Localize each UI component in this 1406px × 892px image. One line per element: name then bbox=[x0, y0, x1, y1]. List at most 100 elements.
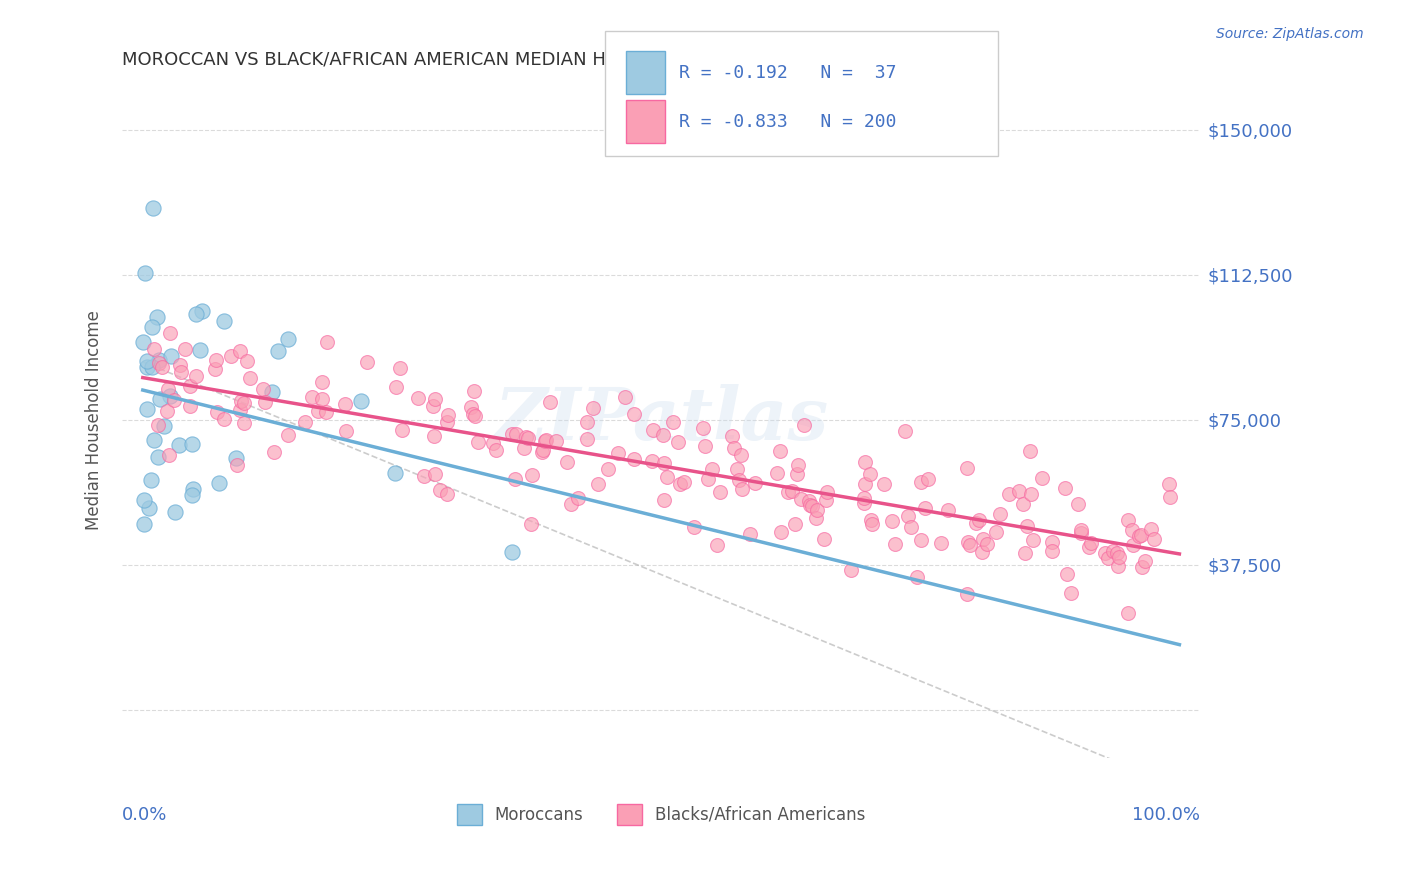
Blacks/African Americans bbox=[1107, 546, 1129, 560]
Blacks/African Americans bbox=[1021, 533, 1043, 548]
Blacks/African Americans bbox=[662, 415, 685, 429]
Blacks/African Americans bbox=[1116, 606, 1139, 620]
Blacks/African Americans bbox=[673, 475, 696, 489]
Blacks/African Americans bbox=[917, 472, 939, 486]
Moroccans bbox=[181, 437, 204, 451]
Blacks/African Americans bbox=[706, 538, 728, 552]
Text: R = -0.833   N = 200: R = -0.833 N = 200 bbox=[679, 113, 897, 131]
Blacks/African Americans bbox=[560, 497, 582, 511]
Blacks/African Americans bbox=[936, 503, 959, 517]
Blacks/African Americans bbox=[531, 443, 554, 458]
Legend: Moroccans, Blacks/African Americans: Moroccans, Blacks/African Americans bbox=[450, 797, 872, 831]
Blacks/African Americans bbox=[1097, 551, 1119, 566]
Moroccans bbox=[501, 545, 523, 559]
Y-axis label: Median Household Income: Median Household Income bbox=[86, 310, 103, 530]
Blacks/African Americans bbox=[423, 429, 446, 443]
Blacks/African Americans bbox=[813, 532, 835, 546]
Blacks/African Americans bbox=[232, 416, 254, 430]
Blacks/African Americans bbox=[179, 379, 201, 393]
Blacks/African Americans bbox=[170, 365, 193, 379]
Blacks/African Americans bbox=[651, 428, 673, 442]
Blacks/African Americans bbox=[156, 404, 179, 418]
Blacks/African Americans bbox=[956, 460, 979, 475]
Blacks/African Americans bbox=[384, 380, 406, 394]
Blacks/African Americans bbox=[655, 470, 678, 484]
Moroccans bbox=[139, 473, 162, 487]
Blacks/African Americans bbox=[576, 415, 599, 429]
Blacks/African Americans bbox=[179, 399, 201, 413]
Blacks/African Americans bbox=[1108, 550, 1130, 565]
Blacks/African Americans bbox=[156, 382, 179, 396]
Blacks/African Americans bbox=[692, 421, 714, 435]
Blacks/African Americans bbox=[204, 361, 226, 376]
Blacks/African Americans bbox=[294, 415, 316, 429]
Moroccans bbox=[146, 310, 169, 324]
Blacks/African Americans bbox=[254, 394, 277, 409]
Blacks/African Americans bbox=[682, 520, 704, 534]
Blacks/African Americans bbox=[709, 485, 731, 500]
Blacks/African Americans bbox=[1116, 513, 1139, 527]
Blacks/African Americans bbox=[233, 395, 256, 409]
Blacks/African Americans bbox=[1070, 526, 1092, 541]
Blacks/African Americans bbox=[900, 520, 922, 534]
Blacks/African Americans bbox=[412, 468, 434, 483]
Blacks/African Americans bbox=[1070, 523, 1092, 537]
Blacks/African Americans bbox=[967, 512, 990, 526]
Blacks/African Americans bbox=[335, 397, 357, 411]
Blacks/African Americans bbox=[623, 452, 645, 467]
Blacks/African Americans bbox=[1133, 554, 1156, 568]
Moroccans bbox=[188, 343, 211, 358]
Blacks/African Americans bbox=[959, 538, 981, 552]
Blacks/African Americans bbox=[575, 432, 598, 446]
Blacks/African Americans bbox=[464, 409, 486, 423]
Blacks/African Americans bbox=[1107, 559, 1129, 574]
Blacks/African Americans bbox=[884, 536, 907, 550]
Blacks/African Americans bbox=[429, 483, 451, 497]
Blacks/African Americans bbox=[956, 534, 979, 549]
Blacks/African Americans bbox=[163, 392, 186, 407]
Blacks/African Americans bbox=[721, 429, 744, 443]
Blacks/African Americans bbox=[1060, 586, 1083, 600]
Blacks/African Americans bbox=[1054, 481, 1077, 495]
Blacks/African Americans bbox=[1140, 522, 1163, 536]
Blacks/African Americans bbox=[1012, 497, 1035, 511]
Moroccans bbox=[141, 320, 163, 334]
Blacks/African Americans bbox=[623, 407, 645, 421]
Blacks/African Americans bbox=[725, 462, 748, 476]
Blacks/African Americans bbox=[229, 403, 252, 417]
Blacks/African Americans bbox=[799, 498, 821, 512]
Blacks/African Americans bbox=[513, 442, 536, 456]
Moroccans bbox=[160, 349, 183, 363]
Moroccans bbox=[163, 505, 186, 519]
Blacks/African Americans bbox=[766, 466, 789, 480]
Blacks/African Americans bbox=[422, 400, 444, 414]
Blacks/African Americans bbox=[315, 335, 337, 350]
Blacks/African Americans bbox=[1159, 490, 1181, 504]
Blacks/African Americans bbox=[723, 441, 745, 455]
Moroccans bbox=[149, 392, 172, 406]
Moroccans bbox=[135, 402, 157, 417]
Blacks/African Americans bbox=[301, 390, 323, 404]
Blacks/African Americans bbox=[1031, 471, 1053, 485]
Blacks/African Americans bbox=[143, 342, 166, 356]
Moroccans bbox=[138, 500, 160, 515]
Blacks/African Americans bbox=[515, 430, 537, 444]
Blacks/African Americans bbox=[910, 533, 932, 547]
Moroccans bbox=[384, 467, 406, 481]
Blacks/African Americans bbox=[406, 391, 429, 405]
Text: 0.0%: 0.0% bbox=[122, 805, 167, 823]
Text: Source: ZipAtlas.com: Source: ZipAtlas.com bbox=[1216, 27, 1364, 41]
Blacks/African Americans bbox=[530, 445, 553, 459]
Blacks/African Americans bbox=[1040, 544, 1063, 558]
Blacks/African Americans bbox=[219, 349, 242, 363]
Blacks/African Americans bbox=[880, 515, 903, 529]
Moroccans bbox=[134, 267, 156, 281]
Moroccans bbox=[141, 359, 163, 374]
Blacks/African Americans bbox=[205, 405, 228, 419]
Blacks/African Americans bbox=[586, 476, 609, 491]
Blacks/African Americans bbox=[894, 424, 917, 438]
Blacks/African Americans bbox=[1143, 533, 1166, 547]
Blacks/African Americans bbox=[148, 356, 170, 370]
Blacks/African Americans bbox=[236, 354, 259, 368]
Blacks/African Americans bbox=[965, 516, 987, 531]
